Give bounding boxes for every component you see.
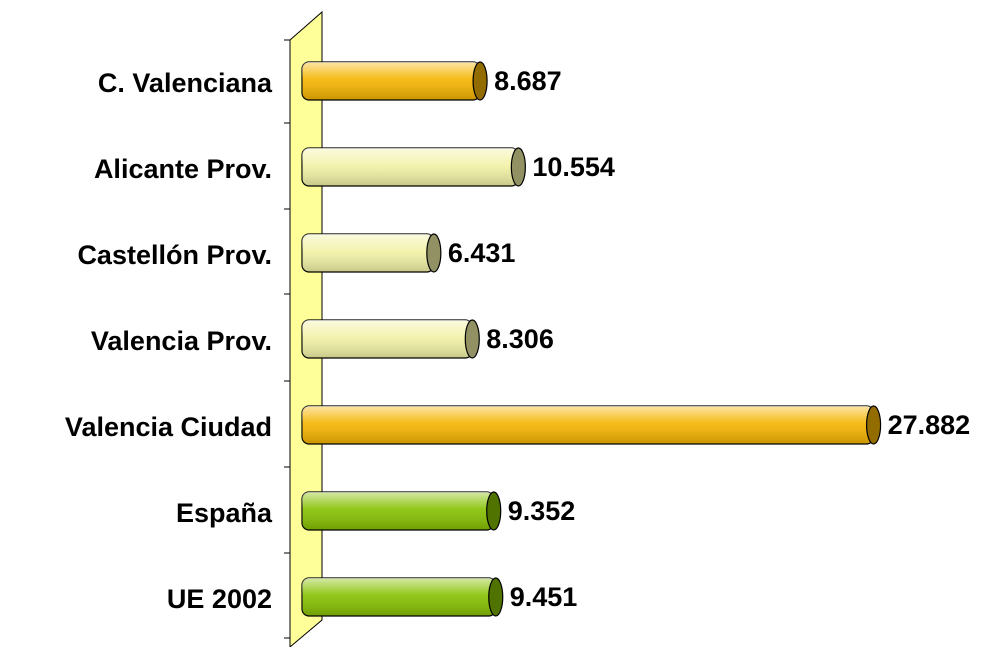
bar-shine [302, 320, 473, 358]
bar-shine [302, 406, 874, 444]
value-label: 8.687 [494, 66, 562, 96]
bar-cap-shade [511, 148, 526, 186]
bar-cap-shade [866, 406, 881, 444]
value-label: 10.554 [532, 152, 615, 182]
bar-cap [510, 147, 526, 187]
category-label: UE 2002 [167, 584, 272, 614]
bar-shine [302, 148, 519, 186]
category-label: Castellón Prov. [77, 240, 272, 270]
category-label: Valencia Ciudad [65, 412, 272, 442]
category-label: España [176, 498, 273, 528]
bar-cap [426, 233, 442, 273]
category-label: Alicante Prov. [94, 154, 272, 184]
value-label: 9.352 [508, 496, 576, 526]
bar-cap-shade [488, 578, 503, 616]
bar-cap [472, 61, 488, 101]
value-label: 6.431 [448, 238, 516, 268]
bar-cap-shade [426, 234, 441, 272]
bar-cap [488, 577, 504, 617]
axis-ticks [284, 39, 290, 639]
bar-shine [302, 578, 496, 616]
value-label: 8.306 [486, 324, 554, 354]
bar-shine [302, 492, 494, 530]
bar-cap [865, 405, 882, 445]
bar-cap-shade [486, 492, 501, 530]
bar-cap-shade [465, 320, 480, 358]
value-label: 9.451 [510, 582, 578, 612]
value-label: 27.882 [888, 410, 971, 440]
bar-cap-shade [473, 62, 488, 100]
bar-cap [464, 319, 480, 359]
bar-cap [486, 491, 502, 531]
category-label: C. Valenciana [98, 68, 273, 98]
bar-shine [302, 62, 481, 100]
bar-shine [302, 234, 434, 272]
category-label: Valencia Prov. [91, 326, 272, 356]
